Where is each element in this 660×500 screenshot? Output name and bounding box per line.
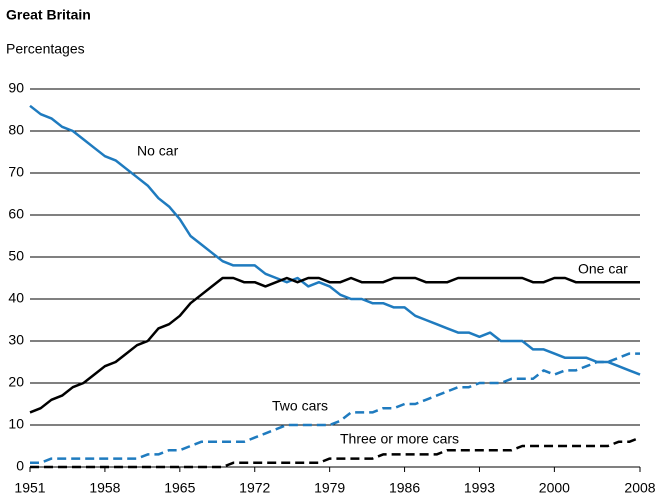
chart-title: Great Britain (6, 7, 91, 23)
y-tick-label: 70 (8, 164, 24, 180)
y-tick-label: 50 (8, 248, 24, 264)
y-tick-label: 30 (8, 332, 24, 348)
series-line (29, 276, 640, 414)
x-tick-label: 2008 (624, 480, 655, 496)
series-line (30, 352, 640, 465)
x-tick-label: 1979 (314, 480, 345, 496)
y-tick-label: 80 (8, 122, 24, 138)
y-tick-label: 10 (8, 416, 24, 432)
chart-subtitle: Percentages (6, 41, 85, 57)
series-label: No car (137, 143, 179, 159)
y-tick-label: 90 (8, 80, 24, 96)
x-tick-label: 1972 (239, 480, 270, 496)
x-tick-label: 1958 (89, 480, 120, 496)
x-tick-label: 1965 (164, 480, 195, 496)
series-label: One car (578, 261, 628, 277)
y-tick-label: 0 (16, 458, 24, 474)
y-tick-label: 20 (8, 374, 24, 390)
x-tick-label: 2000 (539, 480, 570, 496)
y-tick-label: 60 (8, 206, 24, 222)
x-tick-label: 1951 (14, 480, 45, 496)
series-label: Three or more cars (340, 431, 459, 447)
series-line (29, 104, 641, 376)
series-line (30, 436, 641, 469)
y-tick-label: 40 (8, 290, 24, 306)
x-tick-label: 1993 (464, 480, 495, 496)
series-label: Two cars (272, 398, 328, 414)
x-tick-label: 1986 (389, 480, 420, 496)
